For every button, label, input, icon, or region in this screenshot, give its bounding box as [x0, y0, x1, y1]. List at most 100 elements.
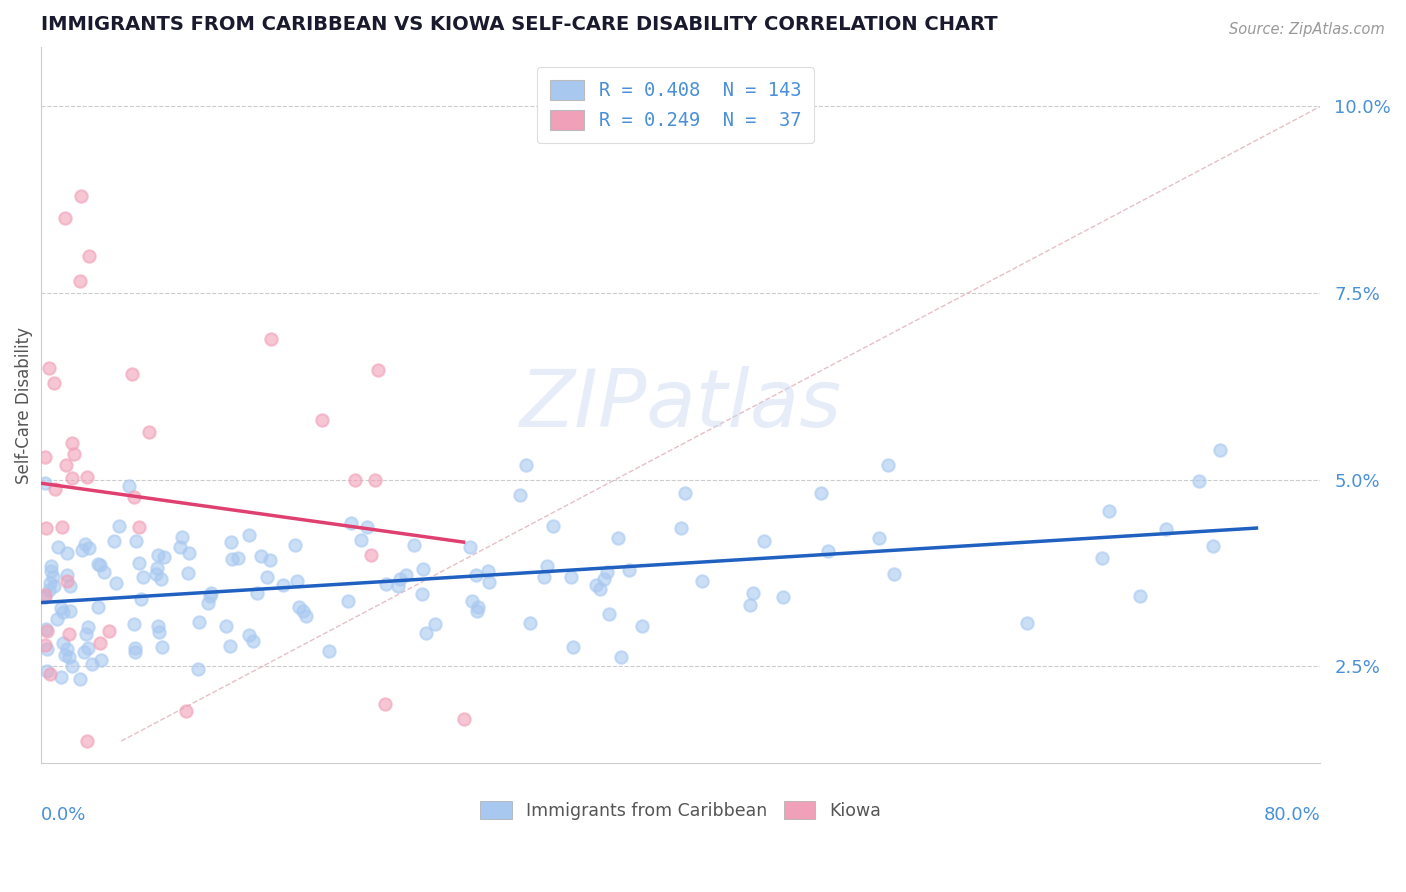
Point	[395, 568, 418, 582]
Point	[1129, 589, 1152, 603]
Point	[742, 585, 765, 599]
Point	[249, 549, 271, 563]
Point	[817, 544, 839, 558]
Point	[39, 667, 62, 681]
Point	[76, 470, 98, 484]
Point	[138, 425, 160, 439]
Point	[1154, 522, 1177, 536]
Point	[374, 577, 396, 591]
Point	[673, 486, 696, 500]
Point	[38, 582, 60, 597]
Point	[146, 548, 169, 562]
Point	[93, 565, 115, 579]
Point	[200, 586, 222, 600]
Point	[509, 488, 531, 502]
Point	[76, 641, 98, 656]
Point	[242, 633, 264, 648]
Point	[148, 625, 170, 640]
Point	[44, 482, 66, 496]
Point	[75, 626, 97, 640]
Point	[76, 734, 98, 748]
Point	[34, 475, 56, 490]
Point	[738, 599, 761, 613]
Point	[519, 615, 541, 630]
Point	[630, 618, 652, 632]
Point	[39, 559, 62, 574]
Point	[810, 485, 832, 500]
Point	[58, 649, 80, 664]
Point	[87, 558, 110, 572]
Point	[125, 533, 148, 548]
Point	[150, 640, 173, 654]
Point	[104, 576, 127, 591]
Point	[103, 534, 125, 549]
Point	[477, 564, 499, 578]
Point	[458, 541, 481, 555]
Text: IMMIGRANTS FROM CARIBBEAN VS KIOWA SELF-CARE DISABILITY CORRELATION CHART: IMMIGRANTS FROM CARIBBEAN VS KIOWA SELF-…	[41, 15, 998, 34]
Point	[170, 530, 193, 544]
Point	[89, 636, 111, 650]
Point	[360, 548, 382, 562]
Point	[176, 704, 198, 718]
Point	[197, 596, 219, 610]
Point	[87, 600, 110, 615]
Point	[585, 578, 607, 592]
Point	[53, 648, 76, 663]
Point	[42, 376, 65, 390]
Y-axis label: Self-Care Disability: Self-Care Disability	[15, 326, 32, 483]
Point	[337, 594, 360, 608]
Point	[287, 600, 309, 615]
Point	[215, 618, 238, 632]
Point	[364, 473, 387, 487]
Point	[177, 546, 200, 560]
Point	[69, 673, 91, 687]
Point	[70, 543, 93, 558]
Point	[49, 601, 72, 615]
Point	[238, 528, 260, 542]
Point	[70, 189, 93, 203]
Point	[60, 659, 83, 673]
Point	[411, 587, 433, 601]
Point	[478, 574, 501, 589]
Point	[669, 521, 692, 535]
Point	[221, 552, 243, 566]
Point	[76, 620, 98, 634]
Text: Source: ZipAtlas.com: Source: ZipAtlas.com	[1229, 22, 1385, 37]
Point	[124, 640, 146, 655]
Point	[89, 558, 111, 573]
Point	[121, 367, 143, 381]
Point	[187, 662, 209, 676]
Point	[340, 516, 363, 530]
Point	[75, 537, 97, 551]
Point	[131, 592, 153, 607]
Point	[868, 532, 890, 546]
Point	[1188, 474, 1211, 488]
Point	[145, 567, 167, 582]
Point	[883, 566, 905, 581]
Point	[589, 582, 612, 597]
Point	[617, 563, 640, 577]
Point	[593, 572, 616, 586]
Point	[226, 550, 249, 565]
Point	[541, 519, 564, 533]
Point	[46, 612, 69, 626]
Point	[260, 333, 283, 347]
Point	[42, 570, 65, 584]
Point	[56, 546, 79, 560]
Point	[389, 573, 412, 587]
Point	[149, 572, 172, 586]
Point	[415, 626, 437, 640]
Point	[122, 490, 145, 504]
Point	[72, 645, 94, 659]
Point	[1091, 550, 1114, 565]
Point	[118, 479, 141, 493]
Point	[318, 644, 340, 658]
Point	[259, 553, 281, 567]
Point	[219, 535, 242, 549]
Point	[606, 532, 628, 546]
Point	[256, 570, 278, 584]
Point	[52, 636, 75, 650]
Point	[34, 638, 56, 652]
Point	[877, 458, 900, 472]
Point	[56, 574, 79, 589]
